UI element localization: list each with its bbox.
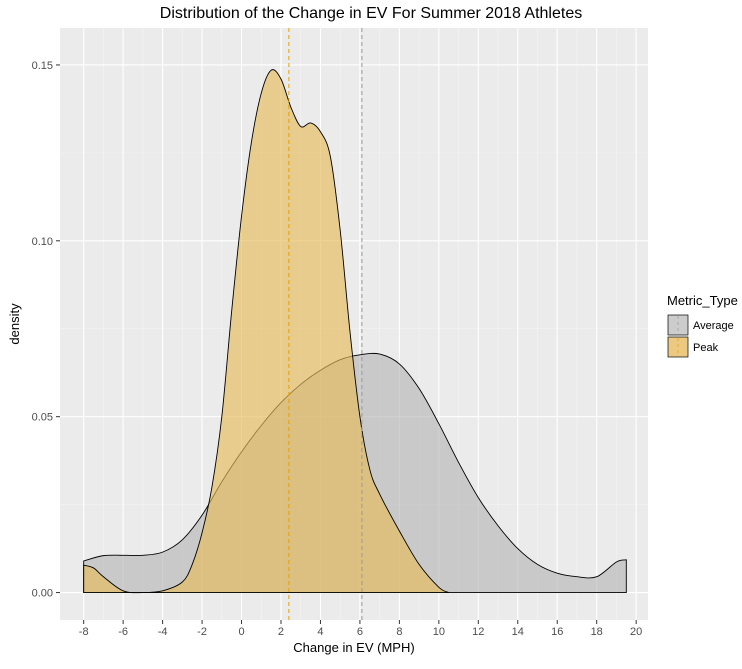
x-tick-label: -8 <box>79 626 89 638</box>
x-tick-label: 2 <box>278 626 284 638</box>
density-areas <box>83 69 627 594</box>
x-tick-label: 18 <box>591 626 603 638</box>
x-tick-label: -6 <box>118 626 128 638</box>
x-tick-label: 16 <box>551 626 563 638</box>
x-tick-label: 4 <box>317 626 323 638</box>
x-tick-label: -2 <box>197 626 207 638</box>
legend-item-average: Average <box>667 314 734 336</box>
x-tick-label: 6 <box>357 626 363 638</box>
y-tick-label: 0.05 <box>32 412 53 424</box>
axes: -8 -6 -4 -2 0 2 4 6 8 10 12 14 16 18 20 0.00 0.05 0.10 0.1… <box>32 60 643 638</box>
y-tick-label: 0.10 <box>32 236 53 248</box>
chart-title: Distribution of the Change in EV For Sum… <box>160 5 582 22</box>
x-tick-label: 0 <box>238 626 244 638</box>
y-tick-label: 0.00 <box>32 588 53 600</box>
density-area-peak <box>83 69 449 594</box>
x-tick-label: 20 <box>630 626 642 638</box>
x-tick-label: 10 <box>433 626 445 638</box>
x-tick-label: 12 <box>472 626 484 638</box>
legend: Metric_Type Average Peak <box>667 293 738 358</box>
x-axis-title: Change in EV (MPH) <box>293 640 414 655</box>
x-tick-label: 14 <box>512 626 524 638</box>
legend-item-peak: Peak <box>667 336 719 358</box>
x-tick-label: 8 <box>396 626 402 638</box>
legend-title: Metric_Type <box>667 293 738 308</box>
x-tick-label: -4 <box>158 626 168 638</box>
legend-label-peak: Peak <box>693 342 719 354</box>
y-axis-title: density <box>7 303 22 345</box>
y-tick-label: 0.15 <box>32 60 53 72</box>
legend-label-average: Average <box>693 320 734 332</box>
mean-lines <box>288 28 363 620</box>
